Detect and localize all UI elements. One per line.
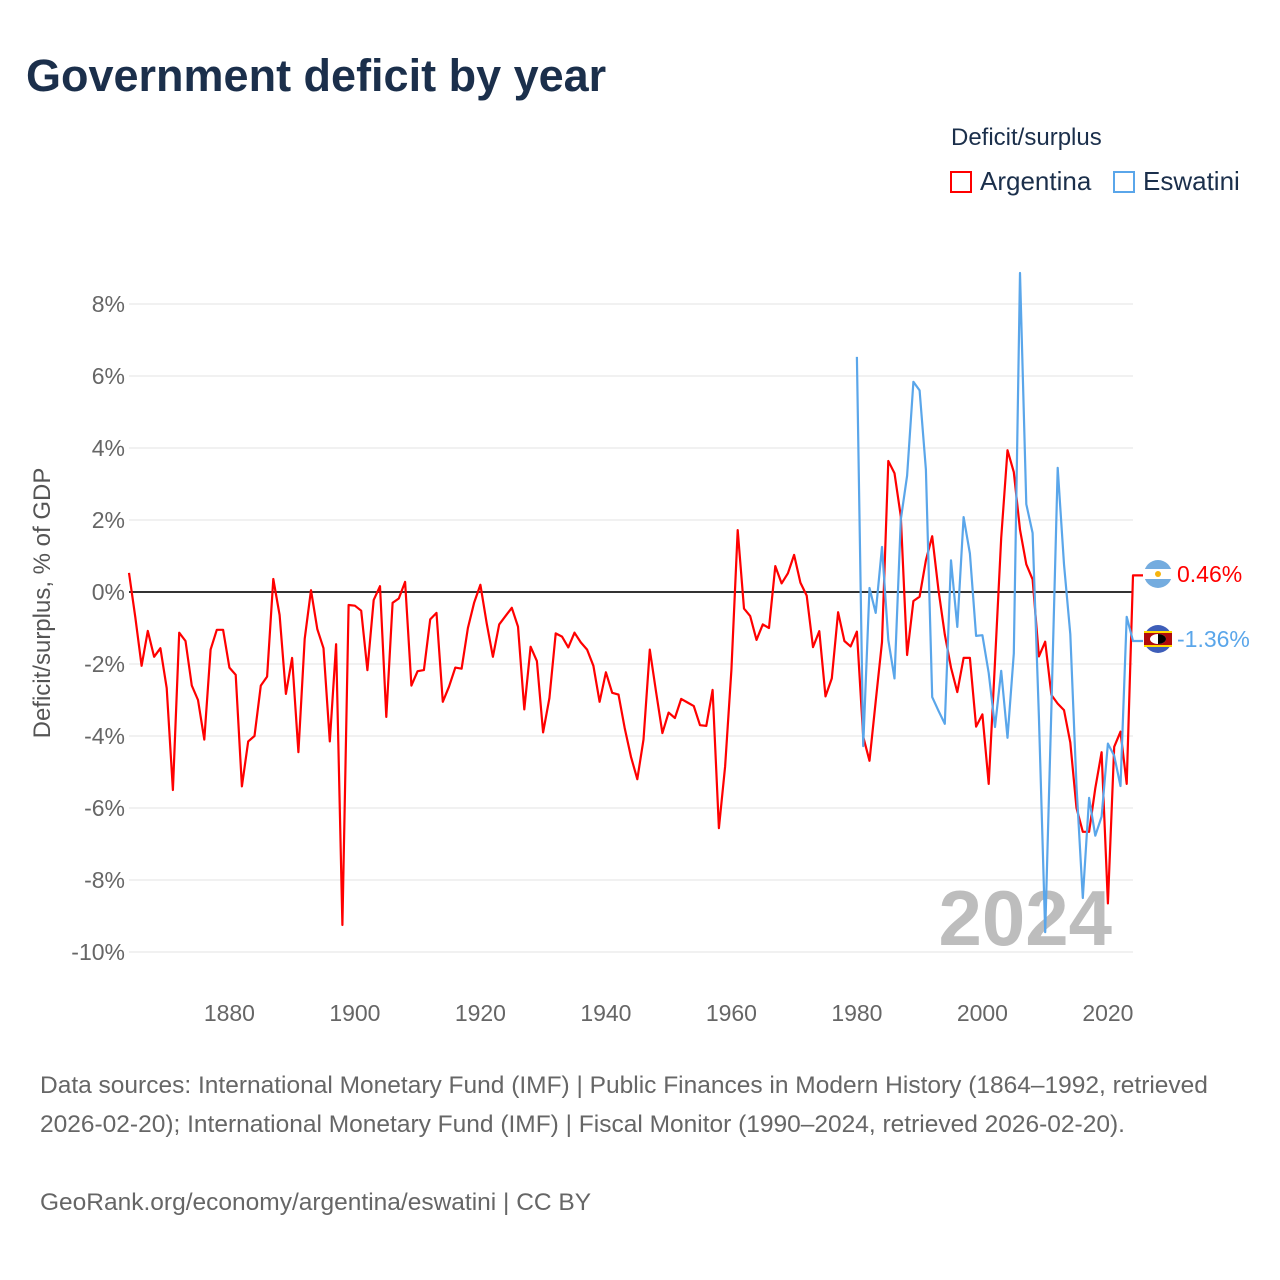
x-tick-label: 2000 xyxy=(957,1000,1008,1026)
end-markers: 0.46% -1.36% xyxy=(1144,560,1250,653)
y-tick-label: 6% xyxy=(92,363,125,389)
x-tick-label: 1960 xyxy=(706,1000,757,1026)
y-tick-label: -4% xyxy=(84,723,125,749)
x-tick-label: 1900 xyxy=(329,1000,380,1026)
data-sources: Data sources: International Monetary Fun… xyxy=(40,1072,1208,1138)
legend-title: Deficit/surplus xyxy=(951,124,1102,151)
legend-swatch-argentina xyxy=(950,170,972,193)
y-tick-label: -10% xyxy=(71,939,125,965)
series-lines xyxy=(127,271,1143,934)
line-chart: 8%6%4%2%0%-2%-4%-6%-8%-10% 1880 1900 1920 1… xyxy=(29,271,1250,1026)
x-axis-ticks: 1880 1900 1920 1940 1960 1980 2000 2020 xyxy=(204,1000,1134,1026)
legend-swatch-eswatini xyxy=(1113,170,1135,193)
end-label-eswatini: -1.36% xyxy=(1177,626,1250,652)
series-line-eswatini[interactable] xyxy=(855,271,1143,934)
y-tick-label: 0% xyxy=(92,579,125,605)
y-tick-label: 4% xyxy=(92,435,125,461)
legend-label-argentina: Argentina xyxy=(980,166,1092,196)
y-axis-ticks: 8% 6% 4% 2% 0% -2% -4% -6% -8% -10% xyxy=(71,291,125,965)
x-tick-label: 1880 xyxy=(204,1000,255,1026)
chart-title: Government deficit by year xyxy=(26,50,607,101)
eswatini-flag-icon xyxy=(1144,625,1172,653)
year-watermark: 2024 xyxy=(938,874,1112,962)
x-tick-label: 1940 xyxy=(580,1000,631,1026)
legend-item-argentina[interactable]: Argentina xyxy=(950,166,1091,197)
x-tick-label: 1980 xyxy=(831,1000,882,1026)
argentina-flag-icon xyxy=(1144,560,1172,588)
y-tick-label: 2% xyxy=(92,507,125,533)
y-tick-label: -2% xyxy=(84,651,125,677)
series-line-argentina[interactable] xyxy=(127,449,1143,927)
y-axis-label: Deficit/surplus, % of GDP xyxy=(29,468,56,739)
legend-item-eswatini[interactable]: Eswatini xyxy=(1113,166,1240,197)
x-tick-label: 2020 xyxy=(1082,1000,1133,1026)
x-tick-label: 1920 xyxy=(455,1000,506,1026)
y-tick-label: -8% xyxy=(84,867,125,893)
y-tick-label: -6% xyxy=(84,795,125,821)
end-label-argentina: 0.46% xyxy=(1177,561,1242,587)
y-tick-label: 8% xyxy=(92,291,125,317)
legend-label-eswatini: Eswatini xyxy=(1143,166,1240,196)
credit-link[interactable]: GeoRank.org/economy/argentina/eswatini |… xyxy=(40,1189,592,1216)
